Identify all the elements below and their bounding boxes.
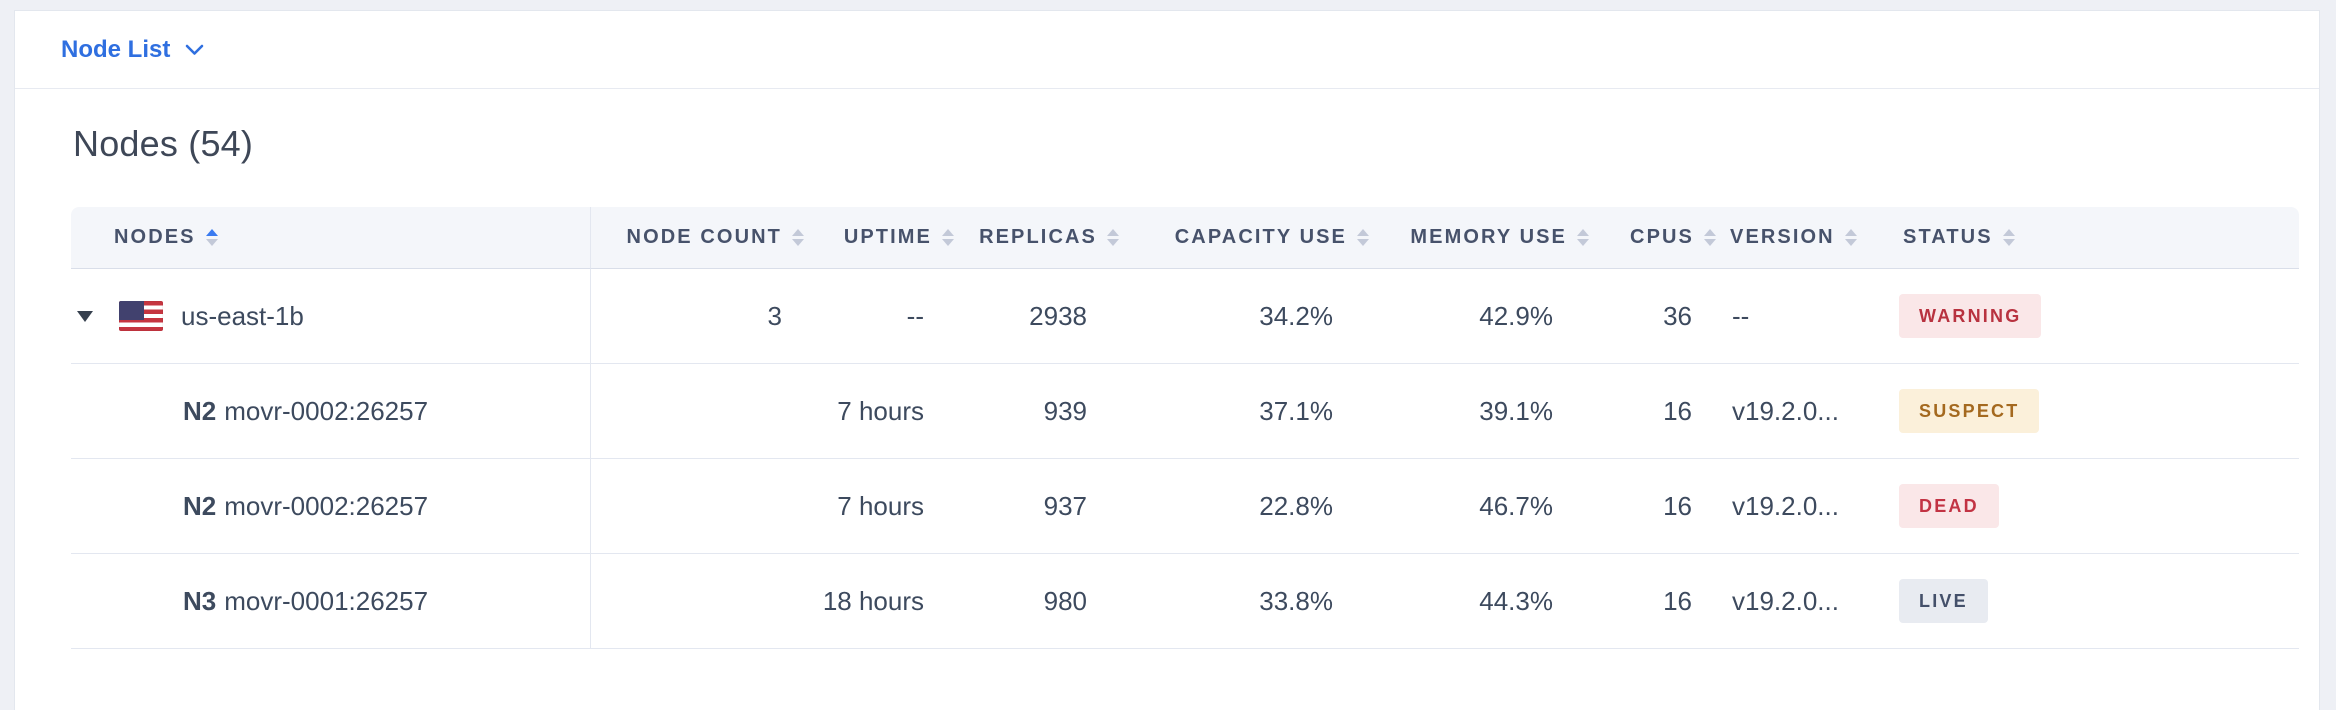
column-header-node-count[interactable]: NODE COUNT: [591, 207, 806, 269]
cell-replicas: 2938: [956, 269, 1121, 364]
sort-icon: [1577, 229, 1589, 246]
us-flag-icon: [119, 301, 163, 331]
cell-memory-use: 46.7%: [1371, 459, 1591, 554]
table-header-row: NODES NODE COUNT UPTIME REPLICAS CAPACIT…: [71, 207, 2299, 269]
cell-replicas: 980: [956, 554, 1121, 649]
column-label: NODES: [114, 226, 196, 248]
cell-status: SUSPECT: [1891, 364, 2299, 459]
sort-icon: [1704, 229, 1716, 246]
column-label: MEMORY USE: [1410, 226, 1567, 248]
column-header-nodes[interactable]: NODES: [71, 207, 591, 269]
column-header-uptime[interactable]: UPTIME: [806, 207, 956, 269]
column-header-memory-use[interactable]: MEMORY USE: [1371, 207, 1591, 269]
sort-icon: [1844, 229, 1857, 246]
table-row-node: N2 movr-0002:26257 7 hours 937 22.8% 46.7…: [71, 459, 2299, 554]
nodes-table: NODES NODE COUNT UPTIME REPLICAS CAPACIT…: [71, 207, 2299, 649]
status-badge: WARNING: [1899, 294, 2042, 338]
cell-version: --: [1718, 269, 1891, 364]
status-badge: DEAD: [1899, 484, 1999, 528]
page-nav: Node List: [15, 11, 2319, 89]
sort-icon: [2002, 229, 2015, 246]
page-title: Nodes (54): [73, 123, 254, 164]
cell-nodes: N3 movr-0001:26257: [71, 554, 591, 649]
cell-memory-use: 44.3%: [1371, 554, 1591, 649]
cell-status: LIVE: [1891, 554, 2299, 649]
sort-icon: [1357, 229, 1369, 246]
cell-version: v19.2.0...: [1718, 554, 1891, 649]
column-label: CAPACITY USE: [1174, 226, 1347, 248]
node-id: N2: [183, 395, 217, 426]
column-label: UPTIME: [843, 226, 932, 248]
cell-uptime: 7 hours: [806, 459, 956, 554]
table-row-node: N2 movr-0002:26257 7 hours 939 37.1% 39.1…: [71, 364, 2299, 459]
table-row-node: N3 movr-0001:26257 18 hours 980 33.8% 44.…: [71, 554, 2299, 649]
status-badge: LIVE: [1899, 579, 1988, 623]
column-label: REPLICAS: [979, 226, 1097, 248]
region-name: us-east-1b: [181, 300, 304, 331]
cell-cpus: 16: [1591, 364, 1718, 459]
column-header-capacity-use[interactable]: CAPACITY USE: [1121, 207, 1371, 269]
cell-memory-use: 42.9%: [1371, 269, 1591, 364]
nodes-section: Nodes (54) NODES NODE COUNT UPTIME REPLI…: [15, 89, 2319, 649]
cell-cpus: 16: [1591, 554, 1718, 649]
node-id: N3: [183, 585, 217, 616]
node-address: movr-0001:26257: [224, 585, 429, 616]
cell-capacity-use: 37.1%: [1121, 364, 1371, 459]
chevron-down-icon: [185, 44, 204, 56]
node-list-label: Node List: [61, 35, 171, 63]
column-header-version[interactable]: VERSION: [1718, 207, 1891, 269]
cell-status: DEAD: [1891, 459, 2299, 554]
cell-status: WARNING: [1891, 269, 2299, 364]
cell-memory-use: 39.1%: [1371, 364, 1591, 459]
column-header-status[interactable]: STATUS: [1891, 207, 2299, 269]
cell-nodes: us-east-1b: [71, 269, 591, 364]
column-label: VERSION: [1730, 226, 1835, 248]
cell-capacity-use: 22.8%: [1121, 459, 1371, 554]
cell-replicas: 939: [956, 364, 1121, 459]
node-address: movr-0002:26257: [224, 490, 429, 521]
column-header-cpus[interactable]: CPUS: [1591, 207, 1718, 269]
cell-uptime: 18 hours: [806, 554, 956, 649]
cell-version: v19.2.0...: [1718, 364, 1891, 459]
column-header-replicas[interactable]: REPLICAS: [956, 207, 1121, 269]
cell-node-count: [591, 364, 806, 459]
node-id: N2: [183, 490, 217, 521]
cell-node-count: 3: [591, 269, 806, 364]
sort-icon: [205, 229, 218, 246]
cell-replicas: 937: [956, 459, 1121, 554]
cell-uptime: --: [806, 269, 956, 364]
cell-nodes: N2 movr-0002:26257: [71, 459, 591, 554]
cell-capacity-use: 34.2%: [1121, 269, 1371, 364]
status-badge: SUSPECT: [1899, 389, 2040, 433]
cell-capacity-use: 33.8%: [1121, 554, 1371, 649]
node-address: movr-0002:26257: [224, 395, 429, 426]
cell-cpus: 36: [1591, 269, 1718, 364]
cell-cpus: 16: [1591, 459, 1718, 554]
column-label: CPUS: [1630, 226, 1694, 248]
cell-node-count: [591, 459, 806, 554]
sort-icon: [792, 229, 804, 246]
sort-icon: [942, 229, 954, 246]
cell-nodes: N2 movr-0002:26257: [71, 364, 591, 459]
main-panel: Node List Nodes (54) NODES NODE COUNT UP…: [14, 10, 2320, 710]
column-label: STATUS: [1903, 226, 1993, 248]
column-label: NODE COUNT: [626, 226, 782, 248]
collapse-caret-icon[interactable]: [77, 310, 93, 322]
table-row-region: us-east-1b 3 -- 2938 34.2% 42.9% 36 -- W…: [71, 269, 2299, 364]
cell-version: v19.2.0...: [1718, 459, 1891, 554]
cell-node-count: [591, 554, 806, 649]
cell-uptime: 7 hours: [806, 364, 956, 459]
sort-icon: [1107, 229, 1119, 246]
node-list-dropdown[interactable]: Node List: [61, 36, 204, 64]
